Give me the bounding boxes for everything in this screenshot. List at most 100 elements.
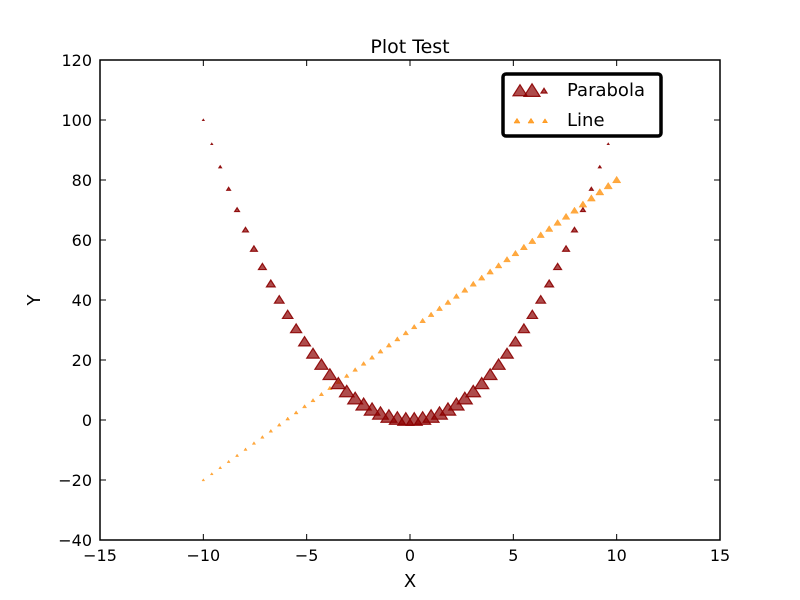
x-tick-label: −10 [186, 546, 220, 565]
line-point [276, 422, 282, 427]
line-point [544, 225, 554, 232]
x-tick-label: −15 [83, 546, 117, 565]
line-point [343, 373, 350, 378]
line-point [553, 218, 562, 226]
parabola-point [482, 367, 499, 381]
parabola-point [313, 357, 330, 370]
parabola-point [597, 164, 603, 169]
line-point [260, 435, 265, 439]
parabola-point [606, 142, 610, 146]
parabola-point [201, 118, 206, 122]
legend-label-line: Line [567, 110, 605, 131]
parabola-point [490, 357, 507, 370]
parabola-point [456, 391, 474, 405]
parabola-point [210, 142, 214, 146]
parabola-point [265, 278, 277, 288]
parabola-point [561, 244, 571, 252]
parabola-point [249, 244, 259, 252]
parabola-point [588, 186, 595, 191]
parabola-point [517, 322, 531, 334]
y-tick-label: 60 [72, 231, 92, 250]
parabola-point [464, 384, 482, 398]
line-point [318, 391, 325, 397]
parabola-point [233, 206, 241, 213]
line-point [477, 274, 486, 281]
parabola-point [508, 335, 523, 347]
parabola-point [579, 206, 587, 213]
parabola-point [543, 278, 555, 288]
legend-marker-line [542, 118, 548, 123]
axis-tick-labels: −15 −10 −5 0 5 10 15 −40 −20 0 20 40 60 80 100 120 [58, 51, 730, 565]
parabola-point [273, 294, 286, 304]
parabola-point [526, 309, 539, 320]
y-tick-label: 120 [61, 51, 92, 70]
line-point [561, 212, 571, 220]
line-point [452, 293, 460, 299]
line-point [436, 305, 443, 311]
line-point [603, 181, 613, 190]
line-point [235, 453, 240, 457]
x-tick-label: 0 [405, 546, 415, 565]
line-point [444, 299, 452, 305]
parabola-point [363, 401, 381, 416]
legend-label-parabola: Parabola [567, 80, 645, 101]
line-point [469, 280, 477, 287]
line-point [419, 317, 426, 324]
line-point [385, 342, 393, 348]
legend: Parabola Line [501, 72, 663, 138]
line-point [360, 360, 367, 366]
parabola-point [473, 376, 490, 390]
parabola-point [281, 309, 294, 320]
line-point [570, 206, 579, 214]
x-tick-label: 15 [710, 546, 730, 565]
line-point [285, 416, 291, 421]
line-point [402, 330, 409, 336]
parabola-point [289, 322, 303, 334]
x-tick-label: −5 [295, 546, 319, 565]
y-tick-label: 100 [61, 111, 92, 130]
line-point [209, 472, 214, 476]
y-tick-label: −20 [58, 471, 92, 490]
line-point [394, 336, 401, 342]
y-tick-label: −40 [58, 531, 92, 550]
legend-marker-parabola [522, 82, 542, 98]
legend-marker-line [527, 117, 535, 124]
line-point [218, 465, 223, 470]
line-point [586, 194, 596, 202]
parabola-point [305, 347, 321, 359]
line-point [268, 428, 274, 433]
parabola-point [499, 347, 515, 359]
line-point [528, 237, 537, 244]
parabola-point [354, 396, 373, 411]
line-point [427, 311, 435, 317]
line-point [243, 447, 248, 451]
line-point [310, 398, 316, 403]
legend-markers [511, 82, 549, 124]
line-point [293, 410, 299, 415]
y-tick-label: 20 [72, 351, 92, 370]
line-point [494, 262, 503, 269]
line-point [536, 231, 545, 238]
legend-frame [501, 72, 663, 138]
legend-marker-line [513, 117, 521, 124]
parabola-point [225, 186, 232, 191]
parabola-point [338, 384, 356, 398]
parabola-point [297, 335, 312, 347]
line-point [519, 243, 528, 251]
parabola-point [552, 262, 563, 271]
line-point [612, 175, 622, 184]
line-point [503, 256, 511, 263]
parabola-point [321, 367, 338, 381]
axis-ticks [99, 59, 721, 541]
legend-marker-parabola [539, 87, 549, 94]
y-tick-label: 80 [72, 171, 92, 190]
parabola-point [217, 164, 223, 169]
chart-title: Plot Test [370, 36, 449, 58]
line-point [251, 441, 257, 445]
parabola-point [570, 226, 579, 233]
x-axis-title: X [404, 571, 416, 592]
line-point [410, 323, 418, 330]
line-point [461, 286, 469, 293]
